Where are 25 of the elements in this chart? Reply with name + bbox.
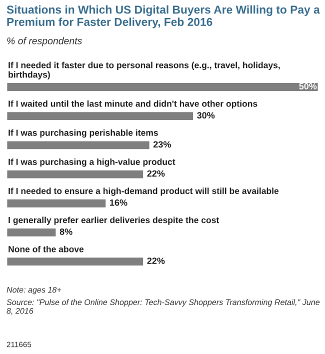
y-tick-label: I generally prefer earlier deliveries despite the cost — [8, 216, 220, 225]
bar — [6, 110, 194, 122]
data-label: 50% — [299, 83, 317, 90]
source-note: Source: "Pulse of the Online Shopper: Tech-Savvy Shoppers Transforming Retail," June 8, 2016 — [6, 299, 320, 315]
y-tick-label: If I was purchasing a high-value product — [8, 158, 176, 167]
data-label: 22% — [147, 170, 165, 177]
y-tick-label: None of the above — [8, 246, 84, 252]
data-label: 16% — [110, 199, 128, 206]
bar — [6, 168, 144, 180]
data-label: 22% — [147, 258, 165, 264]
y-tick-label: If I needed to ensure a high-demand product will still be available — [8, 188, 279, 196]
y-tick-label: If I needed it faster due to personal reasons (e.g., travel, holidays, birthdays) — [8, 62, 280, 80]
bar — [6, 198, 108, 209]
chart-title: Situations in Which US Digital Buyers Are Willing to Pay a Premium for Faster Delivery, Feb 2016 — [6, 5, 320, 28]
data-label: 30% — [197, 112, 215, 119]
bar — [6, 82, 318, 92]
bar — [6, 256, 144, 267]
data-label: 23% — [153, 141, 171, 148]
y-tick-label: If I was purchasing perishable items — [8, 129, 158, 138]
y-tick-label: If I waited until the last minute and didn't have other options — [8, 100, 258, 109]
data-label: 8% — [60, 228, 72, 235]
bar — [6, 140, 151, 151]
bar — [6, 227, 58, 238]
chart-subtitle: % of respondents — [7, 37, 82, 46]
text: Note: ages 18+ — [6, 286, 62, 294]
